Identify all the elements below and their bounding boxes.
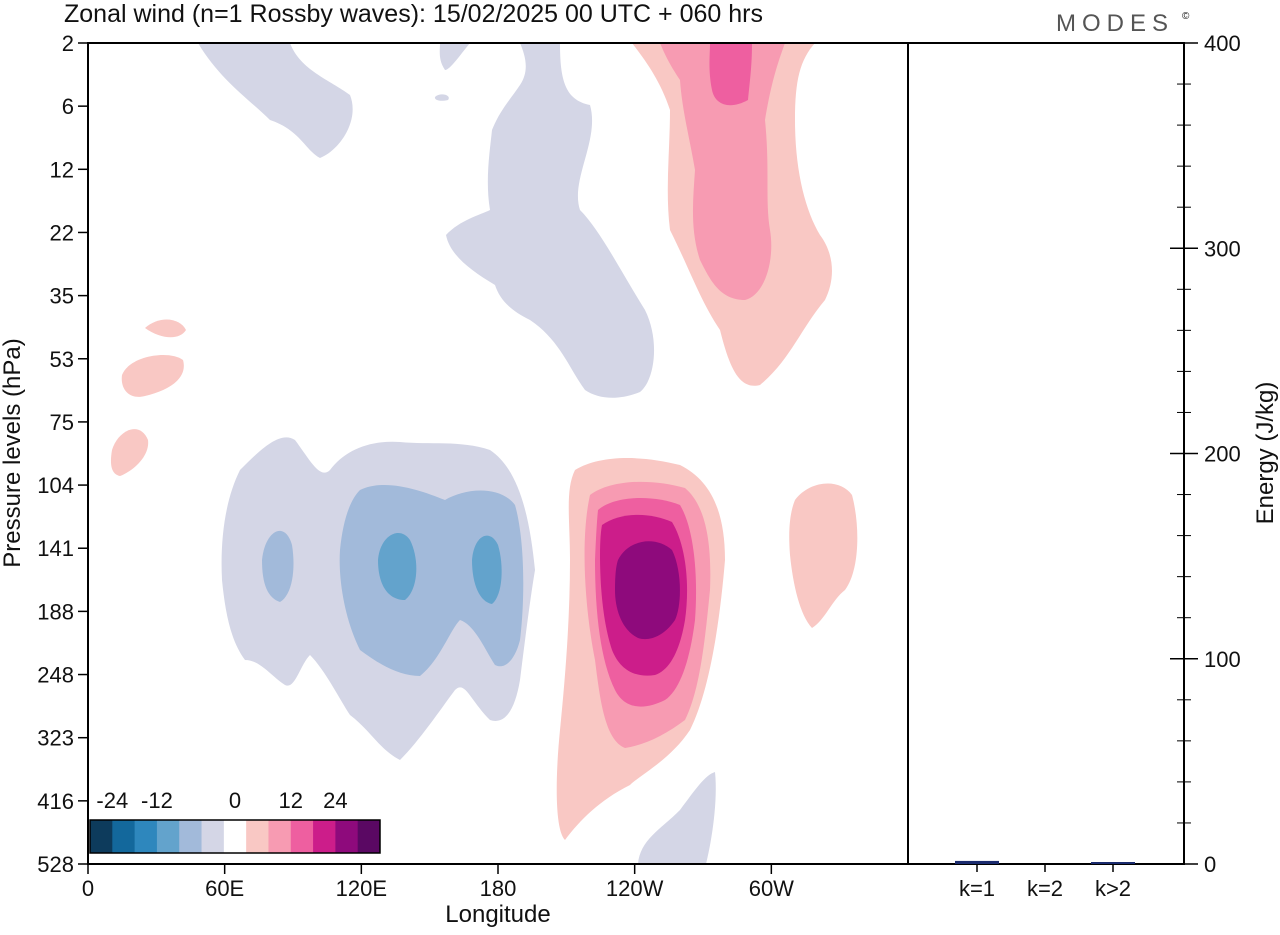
energy-category-label: k>2 bbox=[1095, 876, 1131, 901]
colorbar-swatch bbox=[179, 820, 203, 853]
energy-bar bbox=[955, 860, 999, 864]
y-tick-label: 22 bbox=[50, 220, 74, 245]
colorbar-label: 24 bbox=[323, 788, 347, 813]
y-tick-label: 53 bbox=[50, 347, 74, 372]
colorbar-frame bbox=[89, 819, 381, 854]
brand-mark: © bbox=[1182, 11, 1190, 22]
contour-pos-upper-6 bbox=[660, 43, 785, 300]
brand-logo: MODES bbox=[1056, 10, 1174, 37]
energy-category-label: k=2 bbox=[1027, 876, 1063, 901]
colorbar-swatch bbox=[134, 820, 158, 853]
contour-neg-upper-band bbox=[198, 43, 655, 398]
contour-neg-lower-6b bbox=[262, 530, 294, 602]
colorbar-swatch bbox=[290, 820, 314, 853]
colorbar-swatches bbox=[90, 820, 381, 853]
y-axis-label: Pressure levels (hPa) bbox=[0, 338, 26, 567]
energy-bar bbox=[1091, 862, 1135, 864]
y-axis: 2 6 12 22 35 53 75 104 141 188 248 323 416 528 bbox=[37, 31, 88, 877]
contour-pos-right-3 bbox=[789, 483, 858, 628]
colorbar-labels: -24 -12 0 12 24 bbox=[96, 788, 347, 813]
colorbar-label: -12 bbox=[141, 788, 173, 813]
contour-pos-upper-12 bbox=[709, 43, 752, 106]
y-tick-label: 248 bbox=[37, 663, 74, 688]
y-tick-label: 6 bbox=[62, 94, 74, 119]
colorbar-swatch bbox=[268, 820, 292, 853]
y-tick-label: 188 bbox=[37, 599, 74, 624]
contour-neg-lower-6 bbox=[339, 484, 524, 676]
colorbar-swatch bbox=[90, 820, 113, 853]
colorbar-swatch bbox=[223, 820, 247, 853]
colorbar: -24 -12 0 12 24 bbox=[89, 788, 381, 854]
y-tick-label: 323 bbox=[37, 726, 74, 751]
energy-axis-label: Energy (J/kg) bbox=[1252, 382, 1279, 525]
colorbar-swatch bbox=[357, 820, 381, 853]
y-tick-label: 2 bbox=[62, 31, 74, 56]
x-tick-label: 60W bbox=[749, 876, 794, 901]
x-axis-label: Longitude bbox=[445, 901, 550, 928]
x-tick-label: 180 bbox=[480, 876, 517, 901]
y-tick-label: 416 bbox=[37, 789, 74, 814]
chart-title: Zonal wind (n=1 Rossby waves): 15/02/202… bbox=[64, 0, 763, 28]
energy-tick-label: 100 bbox=[1204, 647, 1241, 672]
y-tick-label: 12 bbox=[50, 157, 74, 182]
contour-neg-lower-12b bbox=[472, 535, 502, 604]
contour-plot: 0 60E 120E 180 120W 60W 2 6 12 22 35 53 75 104 141 188… bbox=[0, 31, 909, 928]
x-axis: 0 60E 120E 180 120W 60W bbox=[82, 864, 794, 901]
contour-neg-dot bbox=[434, 94, 449, 101]
colorbar-swatch bbox=[313, 820, 336, 853]
energy-frame bbox=[907, 42, 1185, 865]
contour-pos-blob-3 bbox=[110, 429, 149, 476]
colorbar-swatch bbox=[335, 820, 359, 853]
x-tick-label: 0 bbox=[82, 876, 94, 901]
contour-neg-lower-12a bbox=[378, 532, 417, 600]
energy-panel: 0 100 200 300 400 k=1 k=2 k>2 Energy (J/kg) bbox=[907, 31, 1279, 901]
energy-tick-label: 300 bbox=[1204, 236, 1241, 261]
y-tick-label: 75 bbox=[50, 410, 74, 435]
energy-category-label: k=1 bbox=[959, 876, 995, 901]
energy-bars bbox=[955, 860, 1135, 864]
contour-pos-blob-1 bbox=[145, 319, 186, 338]
colorbar-swatch bbox=[201, 820, 225, 853]
colorbar-label: 12 bbox=[279, 788, 303, 813]
y-tick-label: 104 bbox=[37, 473, 74, 498]
energy-tick-label: 0 bbox=[1204, 852, 1216, 877]
y-tick-label: 141 bbox=[37, 536, 74, 561]
colorbar-swatch bbox=[246, 820, 269, 853]
contour-pos-blob-2 bbox=[121, 355, 184, 397]
contour-fills bbox=[110, 43, 858, 864]
contour-pos-lower-24 bbox=[615, 541, 680, 640]
colorbar-label: -24 bbox=[96, 788, 128, 813]
contour-neg-bottom bbox=[638, 772, 716, 864]
energy-tick-label: 400 bbox=[1204, 31, 1241, 56]
energy-y-axis: 0 100 200 300 400 bbox=[1170, 31, 1241, 877]
energy-categories: k=1 k=2 k>2 bbox=[959, 864, 1131, 901]
y-tick-label: 528 bbox=[37, 852, 74, 877]
y-tick-label: 35 bbox=[50, 284, 74, 309]
x-tick-label: 120W bbox=[606, 876, 664, 901]
energy-tick-label: 200 bbox=[1204, 442, 1241, 467]
colorbar-label: 0 bbox=[229, 788, 241, 813]
x-tick-label: 120E bbox=[336, 876, 387, 901]
x-tick-label: 60E bbox=[205, 876, 244, 901]
colorbar-swatch bbox=[156, 820, 180, 853]
colorbar-swatch bbox=[112, 820, 136, 853]
